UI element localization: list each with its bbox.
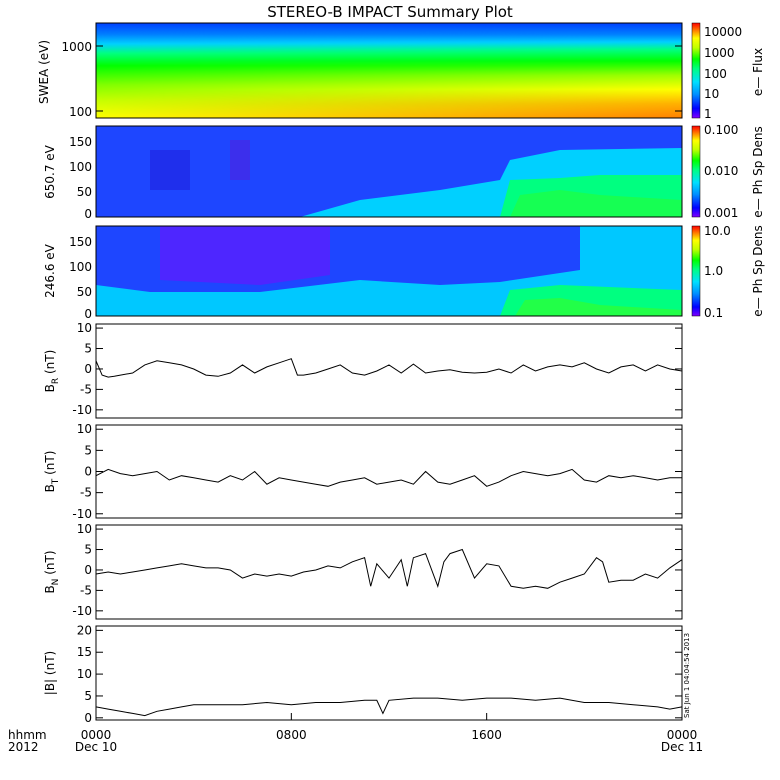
pad246-colorbar xyxy=(691,225,701,317)
magnetic-field-panels: 10 5 0 -5 -10 BR (nT) 10 5 0 -5 -10 BT (nT) 10 5 0 -5 -1… xyxy=(43,321,683,725)
pad650-ytick-50: 50 xyxy=(77,185,92,199)
bmag-ytick-label: 5 xyxy=(84,689,92,703)
time-tick-date: Dec 11 xyxy=(661,740,703,754)
pad650-colorbar xyxy=(691,125,701,218)
pad650-bright-region xyxy=(510,190,682,217)
bn-series-line xyxy=(95,548,683,589)
bt-ytick-label: 0 xyxy=(84,465,92,479)
swea-cbar-tick-1: 1 xyxy=(704,107,712,121)
time-tick-date: Dec 10 xyxy=(75,740,117,754)
br-panel: 10 5 0 -5 -10 BR (nT) xyxy=(43,321,683,419)
swea-spectrogram-late xyxy=(96,23,682,118)
swea-panel: SWEA (eV) 1000 100 10000 1000 100 10 1 e… xyxy=(37,22,765,121)
pad650-dark-patch-a xyxy=(150,150,190,190)
pad246-frame xyxy=(95,225,683,317)
pad246-ytick-150: 150 xyxy=(69,235,92,249)
bt-ytick-label: -5 xyxy=(80,486,92,500)
pad246-ytick-0: 0 xyxy=(84,307,92,321)
bmag-ytick-label: 10 xyxy=(77,667,92,681)
pad650-dark-patch-b xyxy=(230,140,250,180)
bn-ytick-label: -5 xyxy=(80,583,92,597)
pad650-ylabel: 650.7 eV xyxy=(43,144,57,199)
bn-ytick-label: -10 xyxy=(72,604,92,618)
bn-ytick-label: 0 xyxy=(84,563,92,577)
time-axis-format-label: hhmm xyxy=(8,728,47,742)
bmag-ytick-label: 0 xyxy=(84,711,92,725)
bmag-frame xyxy=(95,625,683,721)
bn-ytick-label: 5 xyxy=(84,543,92,557)
pad650-cbar-tick-0010: 0.010 xyxy=(704,164,738,178)
pad246-deep-green-region xyxy=(515,298,682,316)
time-tick-label: 0000 xyxy=(81,728,112,742)
pad650-frame xyxy=(95,125,683,218)
br-series-line xyxy=(95,358,683,378)
bt-ytick-label: 5 xyxy=(84,443,92,457)
br-ytick-label: 0 xyxy=(84,362,92,376)
bn-frame xyxy=(95,524,683,620)
swea-colorbar xyxy=(691,22,701,119)
pad246-ytick-100: 100 xyxy=(69,260,92,274)
pad650-panel: 650.7 eV 150 100 50 0 0.100 0.010 0.001 … xyxy=(43,123,765,221)
br-ytick-label: 5 xyxy=(84,342,92,356)
bt-ytick-label: 10 xyxy=(77,422,92,436)
swea-ytick-100: 100 xyxy=(69,105,92,119)
pad246-cbar-tick-1: 1.0 xyxy=(704,264,723,278)
swea-ytick-1000: 1000 xyxy=(61,40,92,54)
generation-timestamp: Sat Jun 1 04:04:54 2013 xyxy=(683,633,691,718)
pad246-cbar-label: e— Ph Sp Dens xyxy=(751,225,765,316)
swea-ylabel: SWEA (eV) xyxy=(37,40,51,104)
bmag-panel: 20 15 10 5 0 |B| (nT) xyxy=(43,623,683,725)
bt-panel: 10 5 0 -5 -10 BT (nT) xyxy=(43,422,683,521)
swea-cbar-tick-1000: 1000 xyxy=(704,46,735,60)
bmag-ytick-label: 15 xyxy=(77,645,92,659)
time-tick-label: 0800 xyxy=(276,728,307,742)
pad246-ytick-50: 50 xyxy=(77,285,92,299)
time-tick-label: 0000 xyxy=(667,728,698,742)
pad650-cbar-tick-0100: 0.100 xyxy=(704,123,738,137)
plot-title: STEREO-B IMPACT Summary Plot xyxy=(267,3,513,21)
pad246-cbar-tick-01: 0.1 xyxy=(704,306,723,320)
pad246-ylabel: 246.6 eV xyxy=(43,243,57,298)
swea-cbar-tick-10: 10 xyxy=(704,87,719,101)
swea-cbar-label: e— Flux xyxy=(751,48,765,96)
time-tick-label: 1600 xyxy=(471,728,502,742)
time-axis-year-label: 2012 xyxy=(8,740,39,754)
br-ytick-label: -10 xyxy=(72,403,92,417)
bt-series-line xyxy=(95,468,682,487)
bmag-series-line xyxy=(95,697,683,717)
swea-cbar-tick-10000: 10000 xyxy=(704,25,742,39)
swea-frame xyxy=(95,22,683,119)
br-ylabel: BR (nT) xyxy=(43,350,61,393)
bn-panel: 10 5 0 -5 -10 BN (nT) xyxy=(43,522,683,620)
bn-ytick-label: 10 xyxy=(77,522,92,536)
pad650-ytick-0: 0 xyxy=(84,207,92,221)
br-ytick-label: 10 xyxy=(77,321,92,335)
bn-ylabel: BN (nT) xyxy=(43,550,61,593)
pad246-panel: 246.6 eV 150 100 50 0 10.0 1.0 0.1 e— Ph… xyxy=(43,224,765,321)
pad650-cbar-label: e— Ph Sp Dens xyxy=(751,126,765,217)
pad246-violet-region xyxy=(160,226,330,285)
pad246-cbar-tick-10: 10.0 xyxy=(704,224,731,238)
swea-cbar-tick-100: 100 xyxy=(704,67,727,81)
pad650-cbar-tick-0001: 0.001 xyxy=(704,206,738,220)
br-frame xyxy=(95,323,683,419)
bt-frame xyxy=(95,424,683,519)
bt-ylabel: BT (nT) xyxy=(43,451,61,493)
bmag-ytick-label: 20 xyxy=(77,623,92,637)
bmag-ylabel: |B| (nT) xyxy=(43,651,57,695)
br-ytick-label: -5 xyxy=(80,382,92,396)
pad650-ytick-100: 100 xyxy=(69,160,92,174)
pad650-ytick-150: 150 xyxy=(69,135,92,149)
bt-ytick-label: -10 xyxy=(72,507,92,521)
